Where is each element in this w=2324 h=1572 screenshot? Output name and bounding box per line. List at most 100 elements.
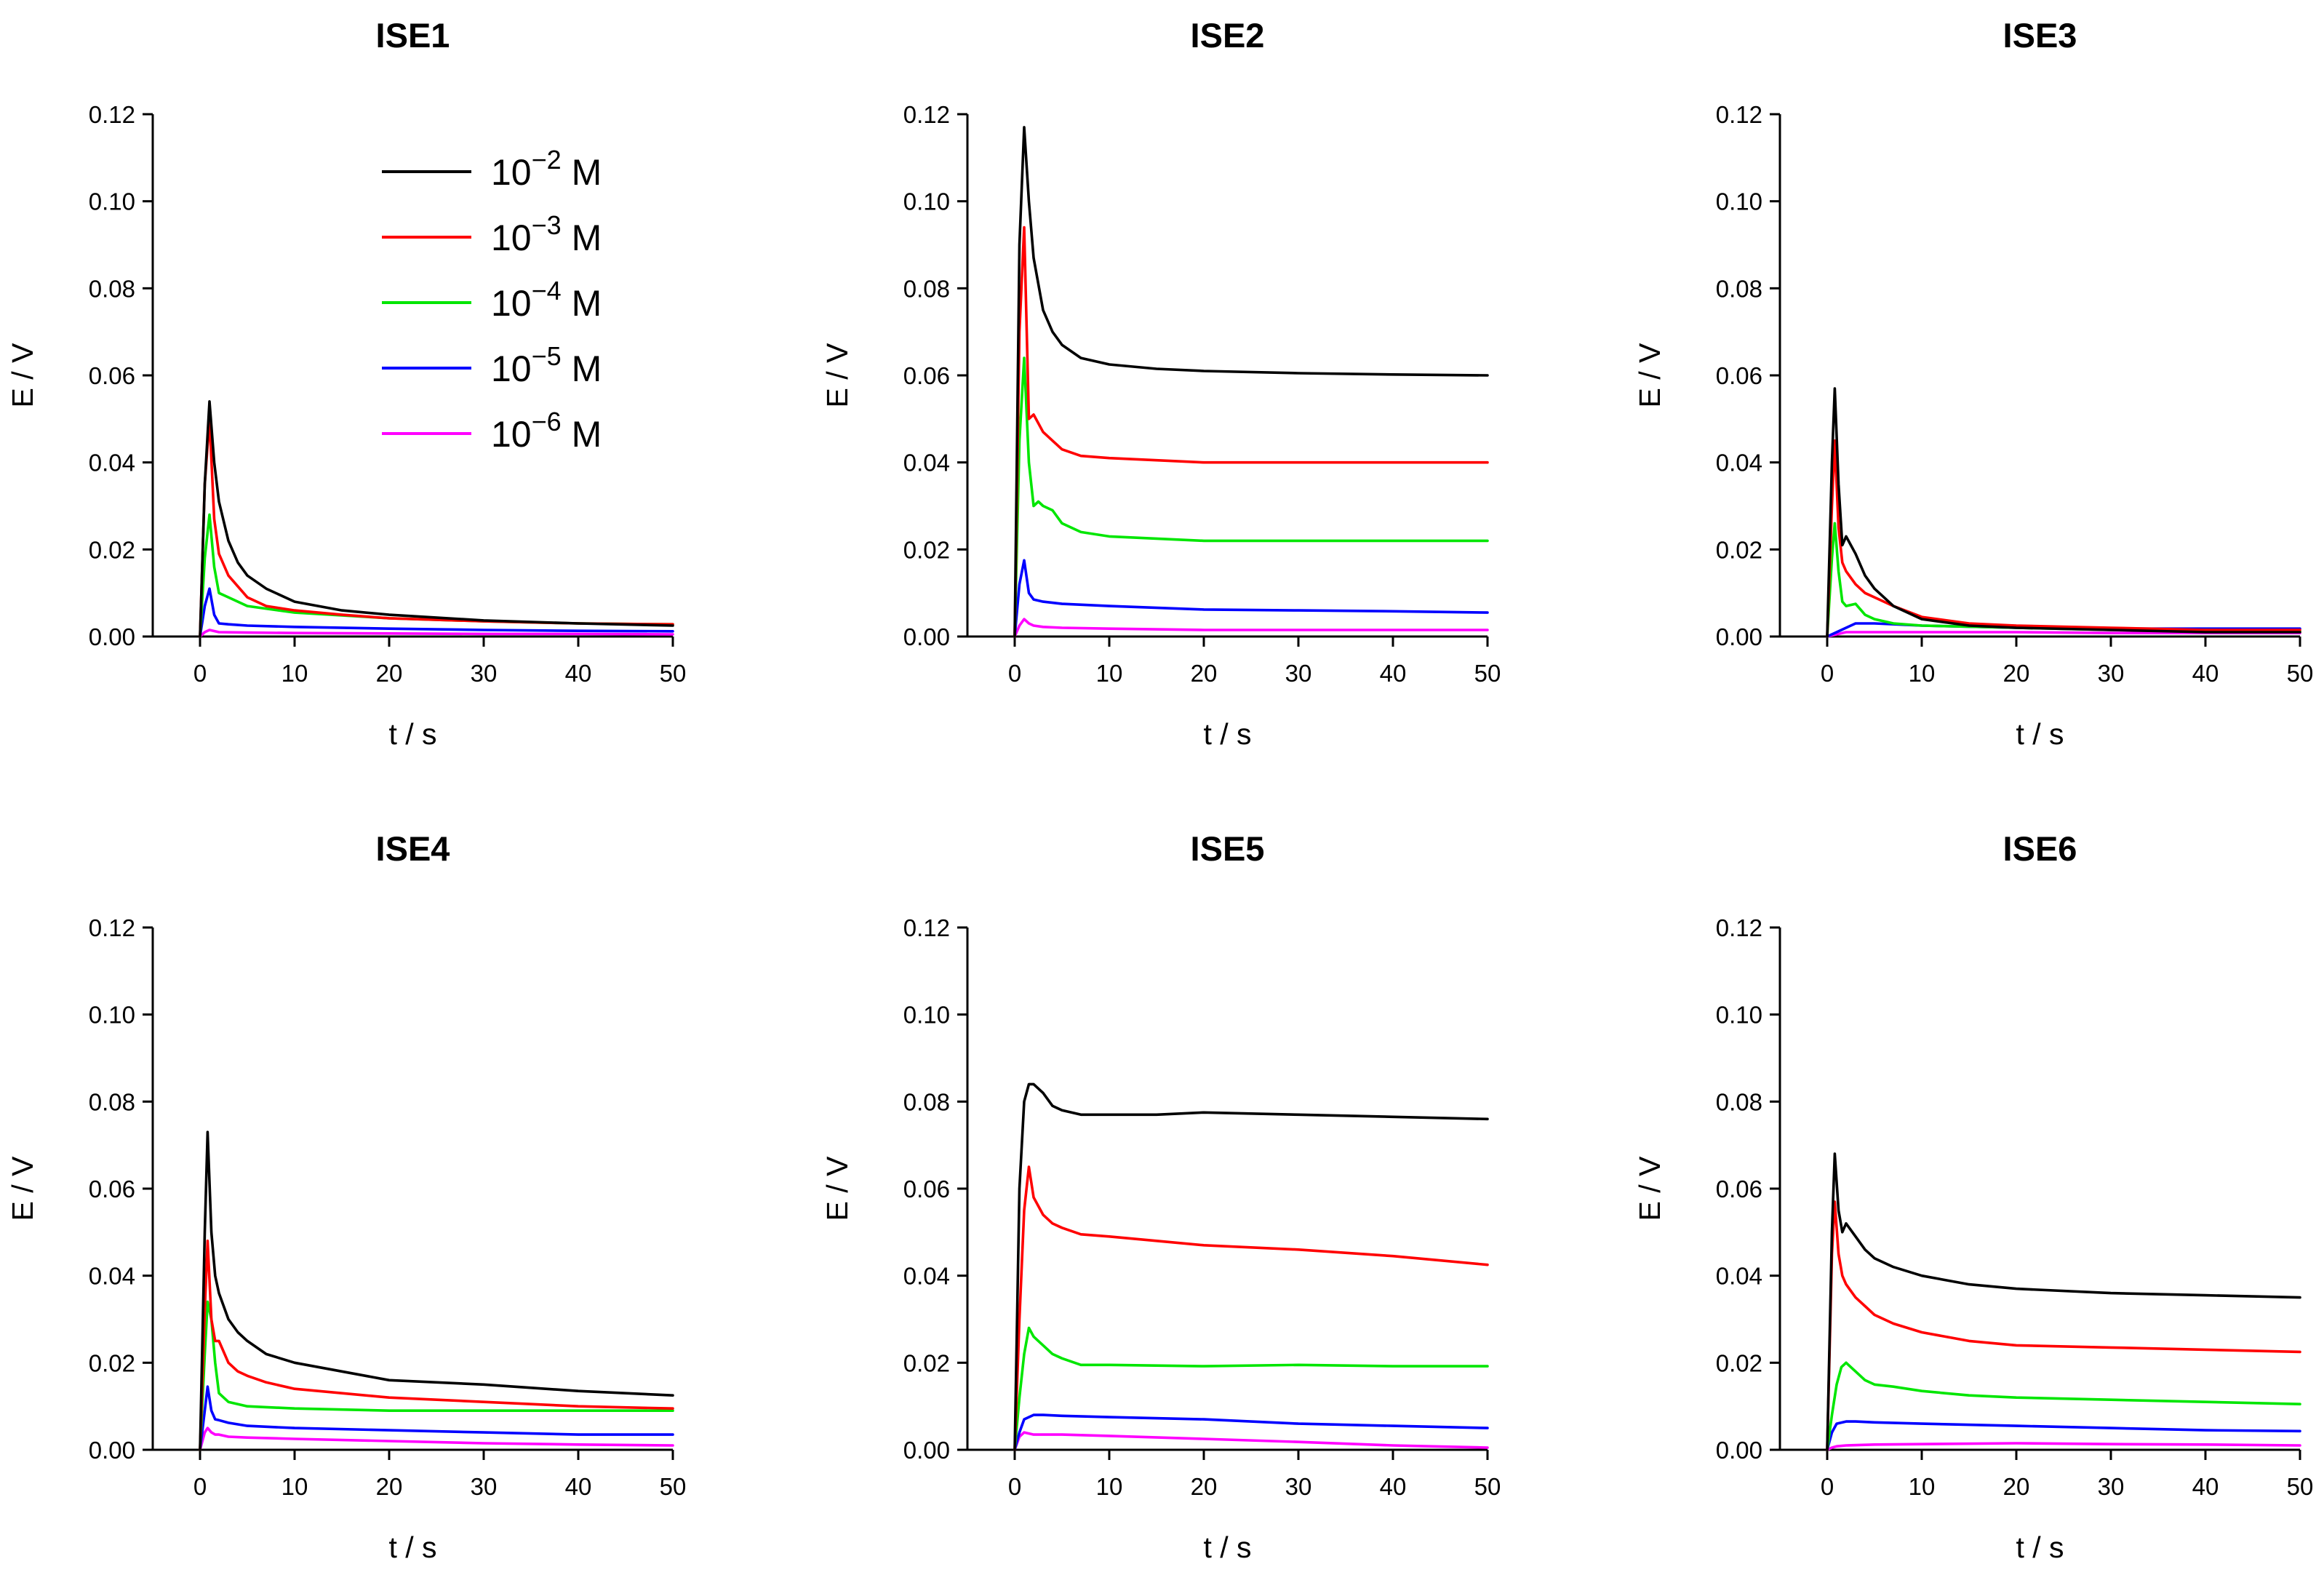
- x-tick-label: 30: [2098, 1473, 2125, 1500]
- y-tick-label: 0.02: [89, 536, 135, 563]
- legend-base: 10: [491, 283, 532, 324]
- series-line-3: [1013, 356, 1489, 638]
- y-tick-label: 0.04: [89, 1263, 135, 1290]
- y-axis-label: E / V: [6, 343, 39, 408]
- x-tick-label: 10: [1096, 1473, 1123, 1500]
- x-tick-label: 0: [1008, 660, 1021, 687]
- y-tick-label: 0.12: [1716, 101, 1762, 128]
- x-axis-label: t / s: [2016, 1531, 2064, 1564]
- series-line-2: [1826, 439, 2301, 638]
- chart-title: ISE3: [2003, 16, 2077, 55]
- chart-panel-4: ISE4 0.00 0.02 0.04 0.06 0.08 0.10 0.12 0 10 20 30 4…: [6, 829, 686, 1564]
- legend-base: 10: [491, 348, 532, 389]
- y-tick-label: 0.12: [1716, 914, 1762, 941]
- x-tick-label: 20: [2003, 1473, 2030, 1500]
- chart-title: ISE4: [376, 829, 450, 868]
- x-tick-label: 30: [1285, 660, 1312, 687]
- series-line-2: [1826, 1200, 2301, 1451]
- y-tick-label: 0.10: [903, 188, 950, 215]
- legend-unit: M: [572, 152, 602, 193]
- chart-title: ISE2: [1191, 16, 1265, 55]
- x-tick-label: 0: [1821, 1473, 1834, 1500]
- x-tick-label: 50: [1474, 660, 1501, 687]
- y-axis-label: E / V: [820, 1156, 854, 1221]
- series-line-5: [1826, 631, 2301, 638]
- y-tick-label: 0.04: [89, 450, 135, 476]
- y-tick-label: 0.08: [1716, 275, 1762, 302]
- x-tick-label: 40: [565, 1473, 592, 1500]
- x-tick-label: 0: [1821, 660, 1834, 687]
- legend-unit: M: [572, 414, 602, 455]
- x-axis-label: t / s: [1203, 717, 1251, 751]
- x-tick-label: 50: [660, 660, 687, 687]
- legend-label-4: 10−5 M: [491, 341, 602, 389]
- y-tick-label: 0.12: [89, 101, 135, 128]
- series-line-5: [199, 1427, 674, 1451]
- legend-unit: M: [572, 348, 602, 389]
- series-line-4: [1013, 559, 1489, 638]
- x-axis-label: t / s: [388, 1531, 436, 1564]
- series-line-3: [1826, 1361, 2301, 1451]
- y-tick-label: 0.08: [89, 275, 135, 302]
- legend-label-5: 10−6 M: [491, 407, 602, 455]
- series-line-3: [1013, 1326, 1489, 1451]
- series-line-4: [199, 587, 674, 638]
- y-tick-label: 0.04: [1716, 1263, 1762, 1290]
- x-tick-label: 50: [2287, 660, 2314, 687]
- series-line-3: [199, 1300, 674, 1451]
- x-tick-label: 30: [471, 660, 498, 687]
- series-line-1: [1826, 387, 2301, 638]
- y-tick-label: 0.12: [903, 101, 950, 128]
- legend-base: 10: [491, 414, 532, 455]
- series-line-5: [1013, 618, 1489, 638]
- y-tick-label: 0.00: [903, 1437, 950, 1464]
- x-axis-label: t / s: [388, 717, 436, 751]
- x-tick-label: 10: [1909, 1473, 1936, 1500]
- y-tick-label: 0.00: [89, 1437, 135, 1464]
- x-tick-label: 10: [1096, 660, 1123, 687]
- chart-title: ISE1: [376, 16, 450, 55]
- x-tick-label: 20: [376, 1473, 403, 1500]
- y-tick-label: 0.08: [903, 275, 950, 302]
- series-line-4: [1826, 1420, 2301, 1451]
- x-tick-label: 20: [376, 660, 403, 687]
- chart-panel-2: ISE2 0.00 0.02 0.04 0.06 0.08 0.10 0.12 0 10 20 30 4…: [820, 16, 1501, 751]
- y-tick-label: 0.10: [89, 1002, 135, 1029]
- legend: 10−2 M10−3 M10−4 M10−5 M10−6 M: [382, 145, 602, 455]
- series-line-1: [1013, 1082, 1489, 1451]
- y-tick-label: 0.00: [89, 623, 135, 650]
- y-tick-label: 0.00: [903, 623, 950, 650]
- chart-panel-6: ISE6 0.00 0.02 0.04 0.06 0.08 0.10 0.12 0 10 20 30 4…: [1633, 829, 2313, 1564]
- y-tick-label: 0.02: [1716, 536, 1762, 563]
- series-line-1: [199, 400, 674, 638]
- legend-exponent: −3: [532, 210, 562, 240]
- x-tick-label: 20: [1191, 1473, 1218, 1500]
- series-line-3: [1826, 522, 2301, 638]
- series-line-4: [1013, 1413, 1489, 1451]
- x-tick-label: 10: [1909, 660, 1936, 687]
- y-tick-label: 0.08: [89, 1088, 135, 1115]
- chart-title: ISE6: [2003, 829, 2077, 868]
- series-line-2: [1013, 226, 1489, 638]
- legend-base: 10: [491, 218, 532, 258]
- series-line-1: [1826, 1152, 2301, 1451]
- series-line-5: [1826, 1442, 2301, 1451]
- y-tick-label: 0.06: [89, 1176, 135, 1202]
- y-tick-label: 0.10: [1716, 188, 1762, 215]
- y-tick-label: 0.08: [1716, 1088, 1762, 1115]
- y-tick-label: 0.00: [1716, 623, 1762, 650]
- y-tick-label: 0.12: [903, 914, 950, 941]
- y-tick-label: 0.02: [89, 1349, 135, 1376]
- y-axis-label: E / V: [6, 1156, 39, 1221]
- series-line-2: [199, 1240, 674, 1451]
- y-axis-label: E / V: [820, 343, 854, 408]
- legend-unit: M: [572, 283, 602, 324]
- x-tick-label: 40: [565, 660, 592, 687]
- y-tick-label: 0.06: [1716, 362, 1762, 389]
- legend-unit: M: [572, 218, 602, 258]
- legend-exponent: −6: [532, 407, 562, 436]
- series-line-2: [199, 417, 674, 638]
- x-tick-label: 10: [281, 660, 308, 687]
- x-tick-label: 20: [1191, 660, 1218, 687]
